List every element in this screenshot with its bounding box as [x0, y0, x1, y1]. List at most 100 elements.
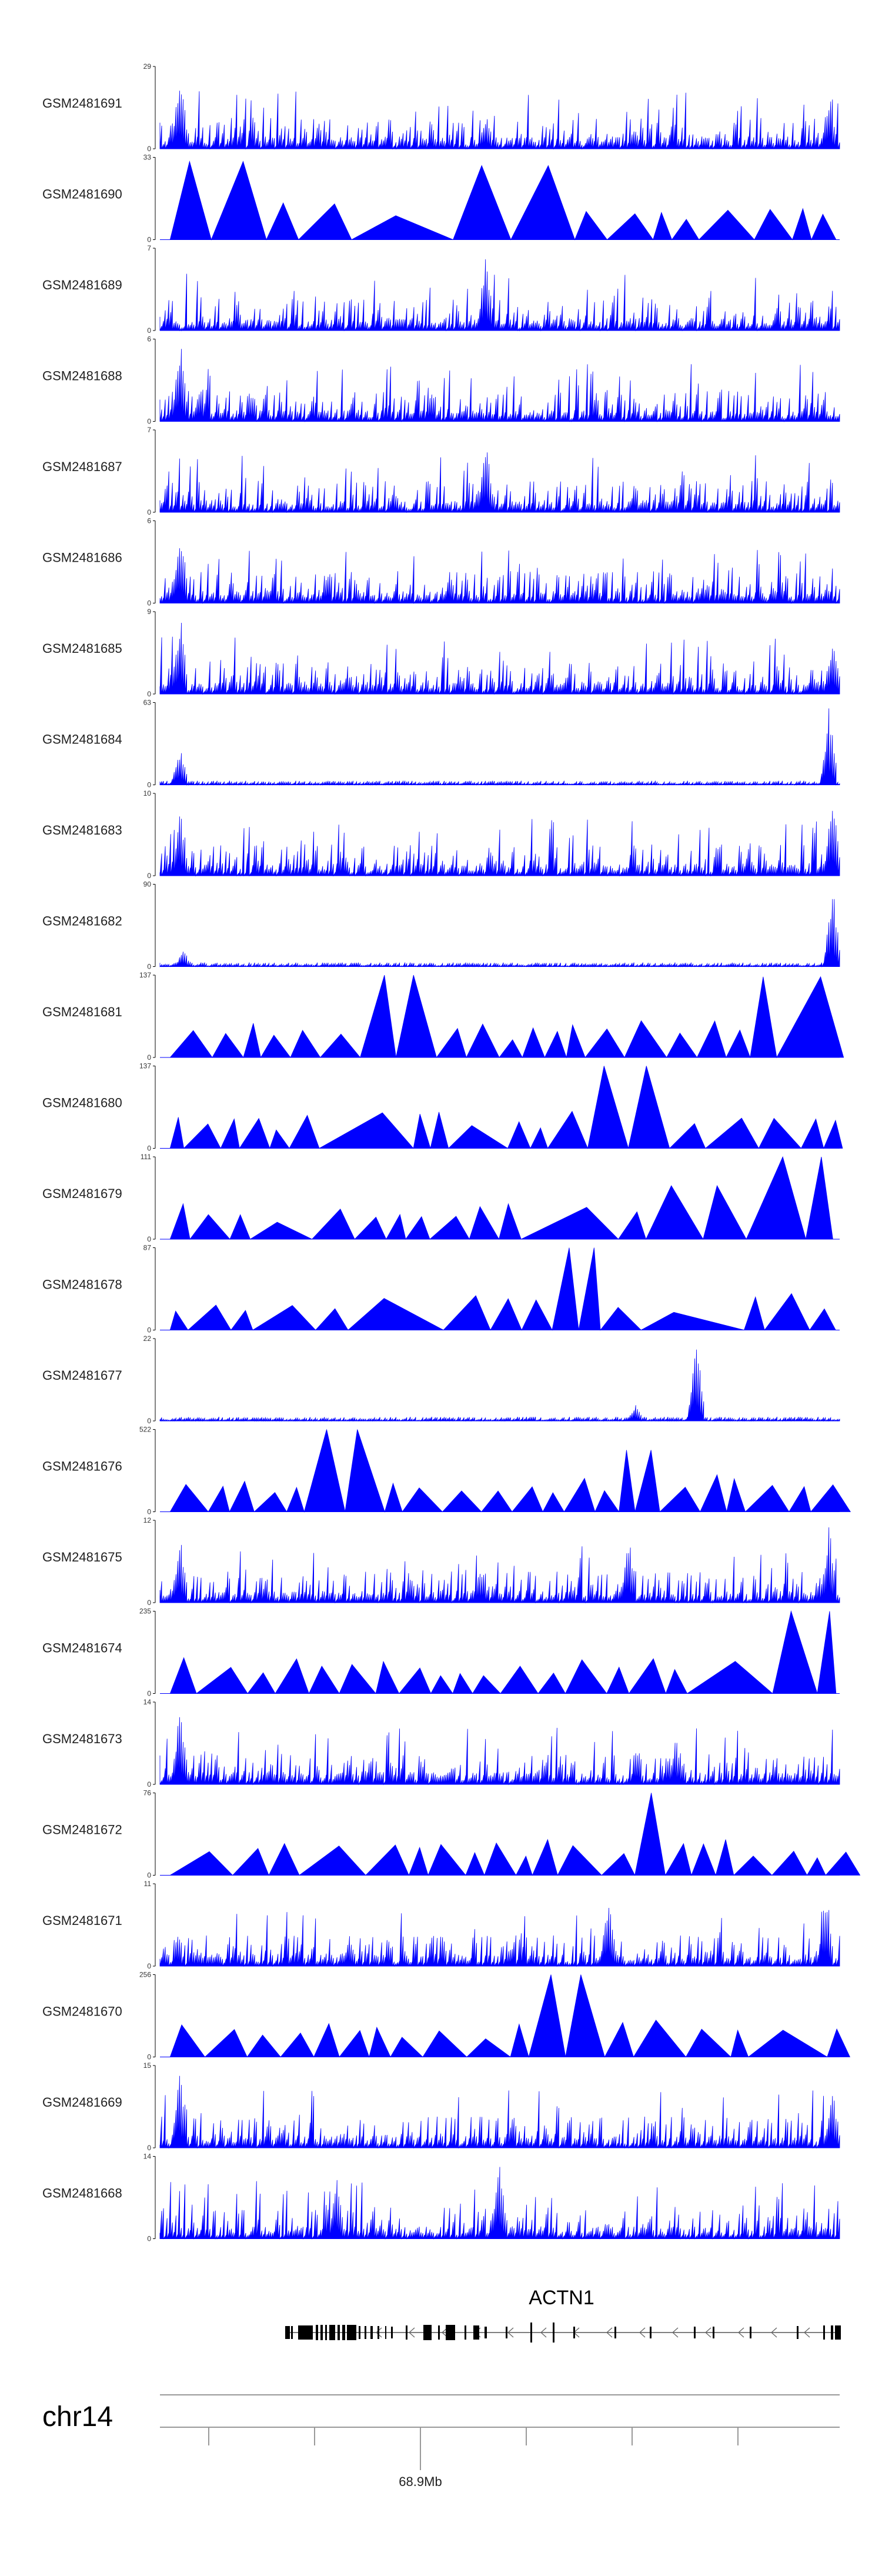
gene-label: ACTN1	[529, 2287, 594, 2309]
y-min-label: 0	[147, 781, 151, 789]
track-GSM2481674: GSM2481674 235 0	[42, 1607, 840, 1698]
y-max-label: 29	[143, 62, 152, 71]
y-min-label: 0	[147, 326, 151, 335]
track-GSM2481675: GSM2481675 12 0	[42, 1516, 840, 1607]
coverage-signal	[169, 1974, 851, 2058]
track-label: GSM2481683	[42, 823, 122, 837]
exon	[285, 2326, 290, 2339]
y-max-label: 12	[143, 1516, 152, 1524]
exon	[377, 2326, 379, 2339]
y-max-label: 22	[143, 1334, 152, 1343]
coverage-signal	[159, 91, 840, 150]
exon	[506, 2327, 507, 2338]
exon	[473, 2325, 479, 2340]
y-min-label: 0	[147, 690, 151, 698]
track-label: GSM2481673	[42, 1731, 122, 1746]
y-max-label: 7	[147, 244, 151, 252]
y-min-label: 0	[147, 2235, 151, 2243]
exon	[465, 2325, 466, 2340]
y-max-label: 63	[143, 699, 152, 707]
gene-model	[285, 2323, 841, 2343]
track-GSM2481689: GSM2481689 7 0	[42, 244, 840, 335]
y-max-label: 11	[144, 1880, 152, 1888]
y-min-label: 0	[147, 1599, 151, 1607]
y-max-label: 33	[143, 154, 152, 162]
y-min-label: 0	[147, 2053, 151, 2061]
y-max-label: 256	[139, 1971, 151, 1979]
exon	[298, 2325, 313, 2340]
y-min-label: 0	[147, 1144, 151, 1153]
track-GSM2481672: GSM2481672 76 0	[42, 1789, 861, 1880]
strand-arrow	[672, 2327, 679, 2338]
y-min-label: 0	[147, 1962, 151, 1970]
coverage-signal	[169, 1610, 837, 1694]
y-min-label: 0	[147, 2144, 151, 2152]
track-GSM2481684: GSM2481684 63 0	[42, 699, 840, 789]
gene-track: ACTN1	[285, 2287, 841, 2343]
track-GSM2481679: GSM2481679 111 0	[42, 1153, 840, 1243]
coverage-signal	[159, 1349, 840, 1422]
y-max-label: 14	[143, 1698, 152, 1706]
y-max-label: 522	[139, 1426, 151, 1434]
track-GSM2481685: GSM2481685 9 0	[42, 608, 840, 698]
track-label: GSM2481678	[42, 1277, 122, 1292]
track-label: GSM2481689	[42, 278, 122, 292]
coverage-signal	[169, 975, 844, 1059]
track-label: GSM2481669	[42, 2095, 122, 2110]
strand-arrow	[804, 2327, 810, 2338]
coverage-signal	[159, 708, 840, 786]
track-GSM2481670: GSM2481670 256 0	[42, 1971, 851, 2061]
exon	[391, 2327, 393, 2338]
exon	[485, 2327, 487, 2338]
track-GSM2481688: GSM2481688 6 0	[42, 335, 840, 426]
y-max-label: 137	[139, 1062, 151, 1070]
coverage-tracks: GSM2481691290GSM2481690330GSM248168970GS…	[42, 62, 861, 2243]
coverage-signal	[159, 259, 840, 332]
strand-arrow	[376, 2327, 382, 2338]
coverage-signal	[169, 1066, 843, 1150]
exon	[385, 2326, 386, 2339]
coverage-signal	[169, 160, 837, 241]
track-label: GSM2481674	[42, 1641, 122, 1656]
exon	[423, 2325, 432, 2340]
y-max-label: 87	[143, 1244, 152, 1252]
exon	[835, 2325, 841, 2340]
track-label: GSM2481687	[42, 459, 122, 474]
exon	[530, 2323, 532, 2343]
y-min-label: 0	[147, 1326, 151, 1334]
exon	[614, 2327, 616, 2338]
exon	[338, 2325, 340, 2340]
track-GSM2481669: GSM2481669 15 0	[42, 2061, 840, 2152]
y-min-label: 0	[147, 508, 151, 516]
coverage-signal	[159, 1527, 840, 1604]
exon	[329, 2325, 335, 2340]
exon	[316, 2325, 318, 2340]
exon	[406, 2325, 407, 2340]
track-label: GSM2481681	[42, 1005, 122, 1019]
track-label: GSM2481670	[42, 2004, 122, 2019]
track-GSM2481682: GSM2481682 90 0	[42, 880, 840, 971]
y-min-label: 0	[147, 963, 151, 971]
exon	[446, 2325, 455, 2340]
track-GSM2481691: GSM2481691 29 0	[42, 62, 840, 153]
coverage-signal	[159, 622, 840, 695]
y-max-label: 6	[147, 335, 151, 343]
y-min-label: 0	[147, 1417, 151, 1425]
coverage-signal	[159, 899, 840, 968]
coverage-signal	[159, 2167, 840, 2240]
y-min-label: 0	[147, 1871, 151, 1880]
y-max-label: 15	[143, 2061, 152, 2070]
exon	[438, 2325, 440, 2340]
y-min-label: 0	[147, 418, 151, 426]
exon	[342, 2325, 345, 2340]
exon	[573, 2327, 575, 2338]
y-max-label: 90	[143, 880, 152, 889]
coverage-signal	[169, 1793, 861, 1876]
track-label: GSM2481688	[42, 369, 122, 383]
track-label: GSM2481684	[42, 732, 122, 747]
track-GSM2481686: GSM2481686 6 0	[42, 517, 840, 608]
exon	[713, 2327, 714, 2338]
track-GSM2481678: GSM2481678 87 0	[42, 1244, 840, 1334]
coverage-signal	[159, 548, 840, 605]
